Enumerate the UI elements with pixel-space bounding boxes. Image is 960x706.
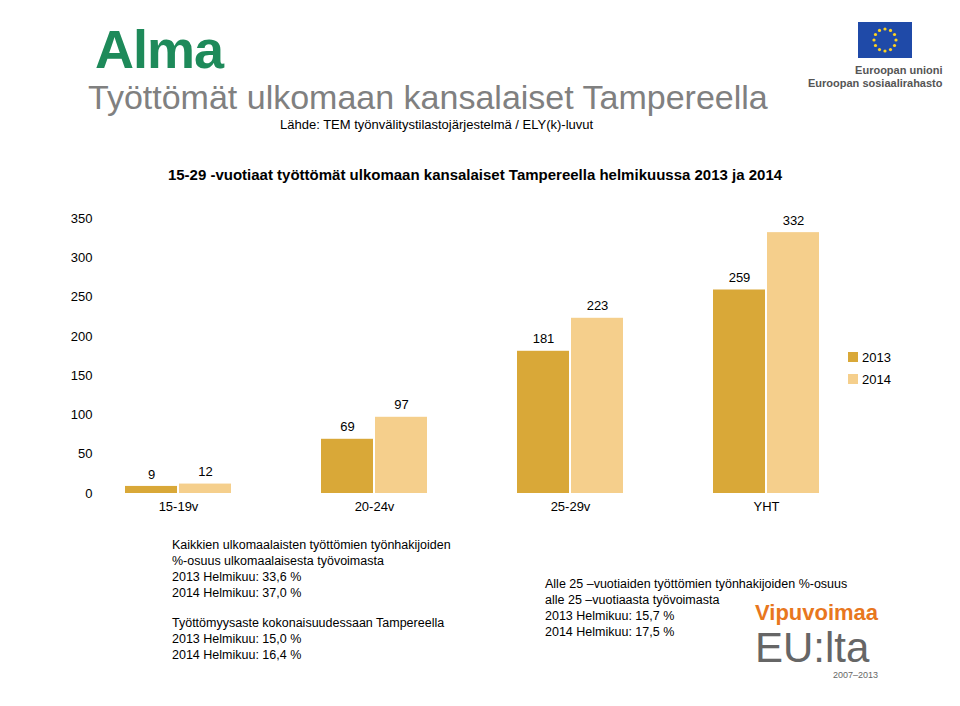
html-text:%-osuus ulkomaalaisesta työvoi: %-osuus ulkomaalaisesta työvoimasta xyxy=(172,554,384,568)
html-text:2013 Helmikuu: 15,7 %: 2013 Helmikuu: 15,7 % xyxy=(545,609,675,623)
svg-text:200: 200 xyxy=(71,329,93,344)
html-text:2014 Helmikuu: 16,4 %: 2014 Helmikuu: 16,4 % xyxy=(172,648,302,662)
svg-text:25-29v: 25-29v xyxy=(551,499,591,514)
svg-text:350: 350 xyxy=(71,211,93,226)
html-text:Euroopan sosiaalirahasto: Euroopan sosiaalirahasto xyxy=(808,77,943,89)
html-text:2013 Helmikuu: 33,6 %: 2013 Helmikuu: 33,6 % xyxy=(172,570,302,584)
svg-text:12: 12 xyxy=(198,464,212,479)
html-text:alle 25 –vuotiaasta työvoimast: alle 25 –vuotiaasta työvoimasta xyxy=(545,593,720,607)
html-text:Alma: Alma xyxy=(95,19,223,79)
svg-text:223: 223 xyxy=(587,298,609,313)
svg-text:69: 69 xyxy=(340,419,354,434)
html-text:Vipuvoimaa: Vipuvoimaa xyxy=(755,600,879,625)
svg-text:97: 97 xyxy=(394,397,408,412)
svg-text:YHT: YHT xyxy=(754,499,780,514)
svg-text:150: 150 xyxy=(71,368,93,383)
html-text:15-29 -vuotiaat työttömät ulko: 15-29 -vuotiaat työttömät ulkomaan kansa… xyxy=(167,166,783,183)
svg-text:20-24v: 20-24v xyxy=(355,499,395,514)
svg-text:9: 9 xyxy=(148,467,155,482)
svg-text:0: 0 xyxy=(85,486,92,501)
html-text:Työttömät ulkomaan kansalaiset: Työttömät ulkomaan kansalaiset Tampereel… xyxy=(88,78,768,116)
html-text:Työttömyysaste kokonaisuudessa: Työttömyysaste kokonaisuudessaan Tampere… xyxy=(172,616,445,630)
svg-text:332: 332 xyxy=(783,213,805,228)
svg-text:100: 100 xyxy=(71,407,93,422)
html-text:Euroopan unioni: Euroopan unioni xyxy=(855,64,943,76)
html-text:2014 Helmikuu: 37,0 %: 2014 Helmikuu: 37,0 % xyxy=(172,586,302,600)
svg-text:181: 181 xyxy=(533,331,555,346)
svg-text:15-19v: 15-19v xyxy=(159,499,199,514)
html-text:2013: 2013 xyxy=(862,349,891,365)
svg-text:250: 250 xyxy=(71,289,93,304)
html-text:Alle 25 –vuotiaiden työttömien: Alle 25 –vuotiaiden työttömien työnhakij… xyxy=(545,577,848,591)
html-text:2014 Helmikuu: 17,5 %: 2014 Helmikuu: 17,5 % xyxy=(545,625,675,639)
svg-text:300: 300 xyxy=(71,250,93,265)
html-text:2013 Helmikuu: 15,0 %: 2013 Helmikuu: 15,0 % xyxy=(172,632,302,646)
html-text:2014: 2014 xyxy=(862,371,891,387)
svg-text:50: 50 xyxy=(78,446,92,461)
html-text:EU:lta: EU:lta xyxy=(755,624,870,671)
svg-text:259: 259 xyxy=(729,270,751,285)
html-text:2007–2013: 2007–2013 xyxy=(833,670,879,680)
html-text:Lähde: TEM työnvälitystilastoj: Lähde: TEM työnvälitystilastojärjestelmä… xyxy=(280,117,594,132)
html-text:Kaikkien ulkomaalaisten työttö: Kaikkien ulkomaalaisten työttömien työnh… xyxy=(172,538,451,552)
